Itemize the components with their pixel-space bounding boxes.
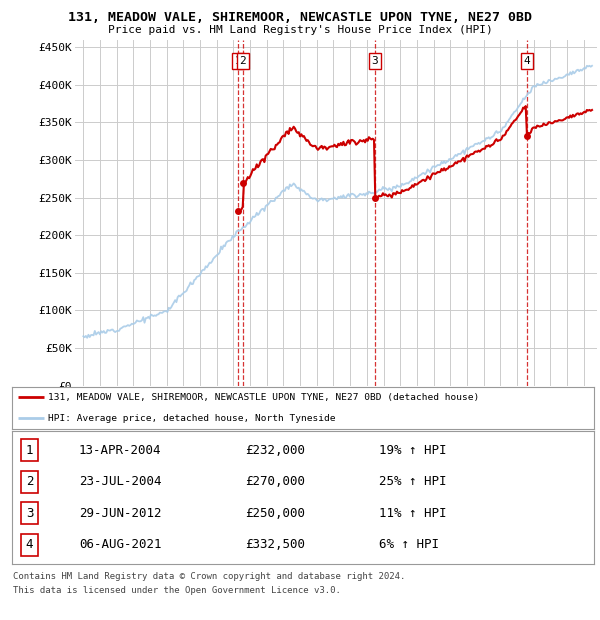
Text: 4: 4 bbox=[26, 538, 33, 551]
Text: 11% ↑ HPI: 11% ↑ HPI bbox=[379, 507, 446, 520]
Text: 25% ↑ HPI: 25% ↑ HPI bbox=[379, 476, 446, 489]
Text: 131, MEADOW VALE, SHIREMOOR, NEWCASTLE UPON TYNE, NE27 0BD (detached house): 131, MEADOW VALE, SHIREMOOR, NEWCASTLE U… bbox=[48, 393, 479, 402]
Text: 2: 2 bbox=[26, 476, 33, 489]
Text: 3: 3 bbox=[371, 56, 379, 66]
Text: 19% ↑ HPI: 19% ↑ HPI bbox=[379, 444, 446, 457]
Text: £232,000: £232,000 bbox=[245, 444, 305, 457]
Text: 29-JUN-2012: 29-JUN-2012 bbox=[79, 507, 161, 520]
Text: 2: 2 bbox=[239, 56, 246, 66]
Text: HPI: Average price, detached house, North Tyneside: HPI: Average price, detached house, Nort… bbox=[48, 414, 335, 423]
Text: £332,500: £332,500 bbox=[245, 538, 305, 551]
Text: 23-JUL-2004: 23-JUL-2004 bbox=[79, 476, 161, 489]
Text: 4: 4 bbox=[524, 56, 530, 66]
Text: 1: 1 bbox=[26, 444, 33, 457]
Text: Contains HM Land Registry data © Crown copyright and database right 2024.: Contains HM Land Registry data © Crown c… bbox=[13, 572, 406, 581]
Text: 1: 1 bbox=[235, 56, 241, 66]
Text: 131, MEADOW VALE, SHIREMOOR, NEWCASTLE UPON TYNE, NE27 0BD: 131, MEADOW VALE, SHIREMOOR, NEWCASTLE U… bbox=[68, 11, 532, 24]
Text: £270,000: £270,000 bbox=[245, 476, 305, 489]
Text: £250,000: £250,000 bbox=[245, 507, 305, 520]
Text: 6% ↑ HPI: 6% ↑ HPI bbox=[379, 538, 439, 551]
Text: Price paid vs. HM Land Registry's House Price Index (HPI): Price paid vs. HM Land Registry's House … bbox=[107, 25, 493, 35]
Text: This data is licensed under the Open Government Licence v3.0.: This data is licensed under the Open Gov… bbox=[13, 586, 341, 595]
Text: 3: 3 bbox=[26, 507, 33, 520]
Text: 13-APR-2004: 13-APR-2004 bbox=[79, 444, 161, 457]
Text: 06-AUG-2021: 06-AUG-2021 bbox=[79, 538, 161, 551]
